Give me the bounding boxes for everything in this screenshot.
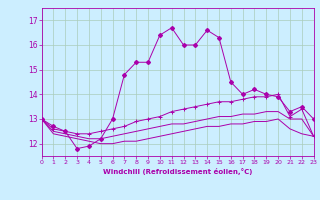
- X-axis label: Windchill (Refroidissement éolien,°C): Windchill (Refroidissement éolien,°C): [103, 168, 252, 175]
